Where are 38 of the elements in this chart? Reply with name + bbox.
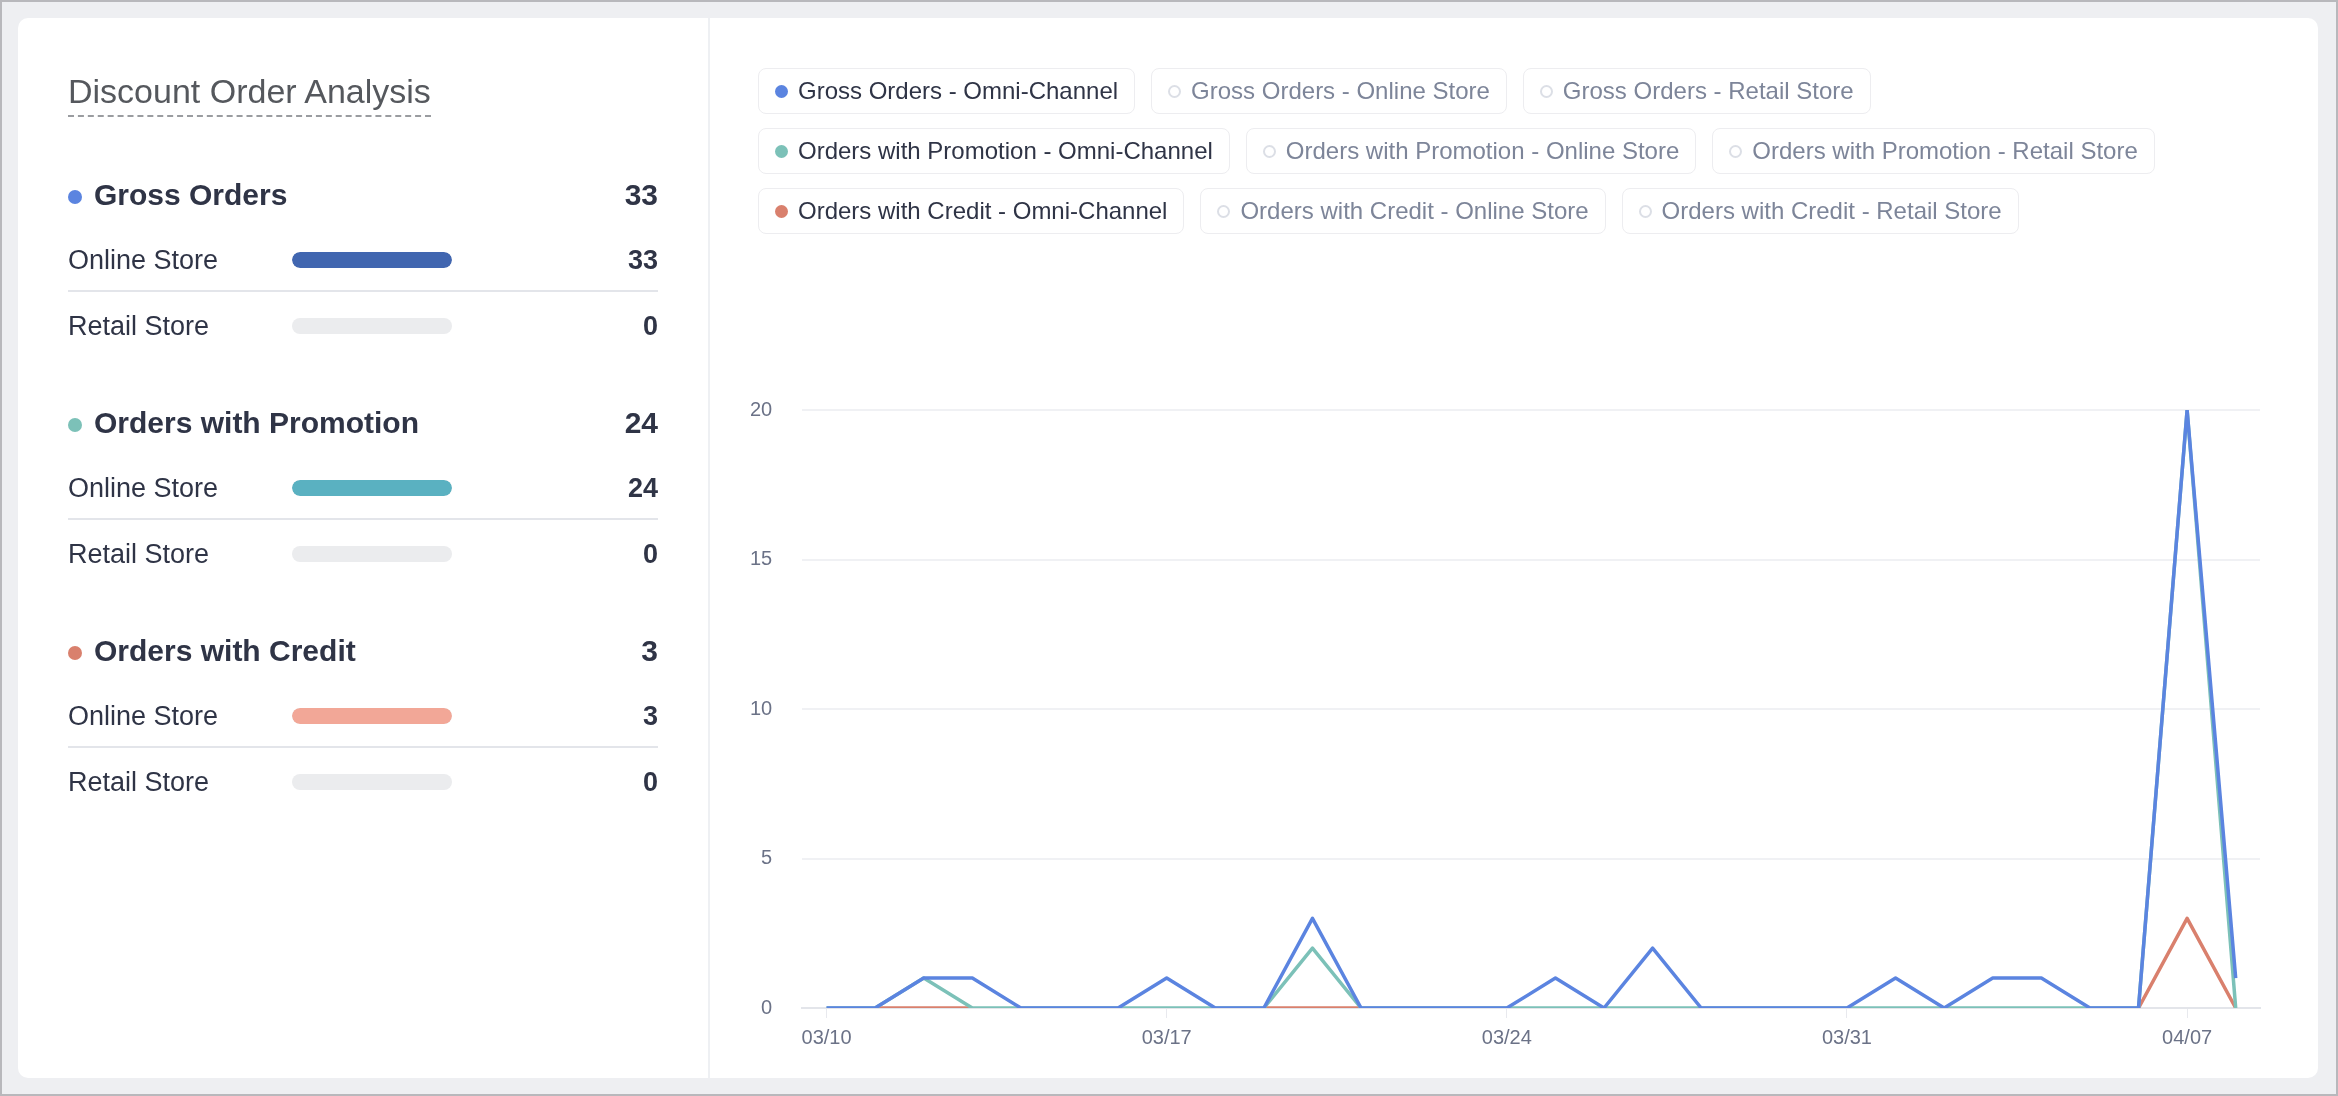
- x-tick-label: 03/10: [801, 1025, 852, 1048]
- legend-label: Orders with Promotion - Omni-Channel: [798, 137, 1213, 165]
- data-label: 33: [627, 244, 658, 277]
- x-tick-label: 03/24: [1481, 1025, 1532, 1048]
- y-tick-label: 5: [761, 846, 773, 869]
- legend-label: Gross Orders - Online Store: [1191, 77, 1490, 105]
- data-label: 3: [641, 634, 658, 668]
- category-label: Retail Store: [68, 539, 210, 569]
- category-label: Retail Store: [68, 767, 210, 797]
- data-label: 0: [642, 766, 658, 799]
- y-tick-label: 20: [750, 397, 773, 420]
- category-label: Online Store: [68, 245, 219, 275]
- legend-label: Gross Orders - Retail Store: [1562, 77, 1854, 105]
- legend-label: Orders with Promotion - Online Store: [1285, 137, 1680, 165]
- data-label: 0: [642, 310, 658, 343]
- category-label: Online Store: [68, 701, 219, 731]
- legend-label: Gross Orders - Omni-Channel: [798, 77, 1119, 105]
- category-label: Gross Orders: [94, 178, 288, 211]
- legend-label: Orders with Credit - Online Store: [1240, 197, 1589, 225]
- x-tick-label: 03/17: [1141, 1025, 1192, 1048]
- category-label: Online Store: [68, 473, 219, 503]
- y-tick-label: 10: [750, 696, 773, 719]
- legend-label: Orders with Credit - Omni-Channel: [798, 197, 1168, 225]
- data-label: 33: [624, 178, 658, 212]
- data-label: 0: [642, 538, 658, 571]
- y-tick-label: 0: [761, 995, 773, 1018]
- data-label: 24: [627, 472, 658, 505]
- x-tick-label: 04/07: [2162, 1025, 2213, 1048]
- y-tick-label: 15: [750, 547, 773, 570]
- legend-label: Orders with Credit - Retail Store: [1661, 197, 2002, 225]
- legend-label: Orders with Promotion - Retail Store: [1752, 137, 2138, 165]
- category-label: Retail Store: [68, 311, 210, 341]
- x-tick-label: 03/31: [1821, 1025, 1872, 1048]
- category-label: Orders with Promotion: [94, 406, 420, 439]
- data-label: 3: [642, 700, 658, 733]
- category-label: Orders with Credit: [94, 634, 356, 667]
- data-label: 24: [624, 406, 658, 440]
- text: Discount Order Analysis: [68, 72, 431, 117]
